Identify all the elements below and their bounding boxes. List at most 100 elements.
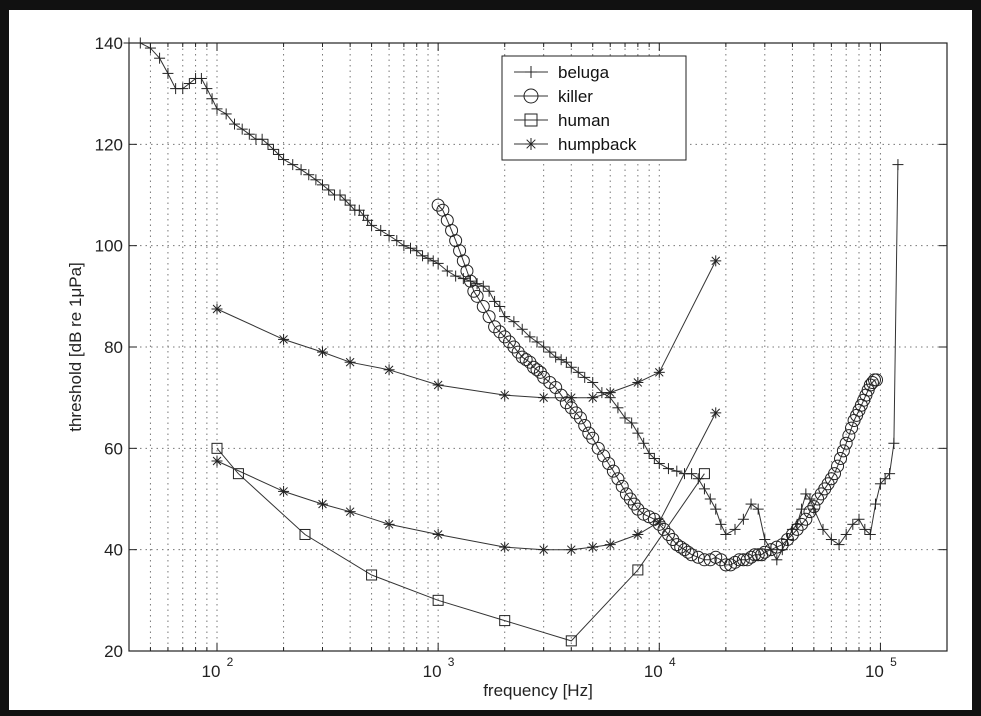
- plus-marker: [262, 138, 274, 150]
- circle-marker: [476, 299, 490, 313]
- star-marker: [565, 392, 577, 404]
- plus-marker: [211, 103, 223, 115]
- series-line: [129, 42, 899, 561]
- star-marker: [344, 356, 356, 368]
- plus-marker: [383, 230, 395, 242]
- x-tick-exponent: 4: [669, 655, 676, 669]
- star-marker: [604, 387, 616, 399]
- square-marker: [432, 594, 444, 606]
- plus-marker: [612, 402, 624, 414]
- plus-marker: [162, 67, 174, 79]
- plus-marker: [550, 351, 562, 363]
- legend-label: killer: [558, 87, 593, 106]
- y-tick-label: 120: [95, 135, 123, 154]
- circle-marker: [611, 472, 625, 486]
- star-marker: [587, 392, 599, 404]
- x-tick-exponent: 2: [227, 655, 234, 669]
- legend-label: beluga: [558, 63, 610, 82]
- y-tick-label: 40: [104, 541, 123, 560]
- circle-marker: [573, 411, 587, 425]
- plus-marker: [489, 295, 501, 307]
- plus-marker: [177, 83, 189, 95]
- star-marker: [211, 455, 223, 467]
- square-marker: [632, 564, 644, 576]
- circle-marker: [674, 540, 688, 554]
- series-extra-4: [211, 407, 722, 556]
- plus-marker: [471, 278, 483, 290]
- plus-marker: [752, 503, 764, 515]
- star-marker: [278, 333, 290, 345]
- plus-marker: [317, 179, 329, 191]
- plus-marker: [236, 123, 248, 135]
- circle-marker: [530, 363, 544, 377]
- y-tick-label: 80: [104, 338, 123, 357]
- plus-marker: [422, 252, 434, 264]
- plus-marker: [648, 452, 660, 464]
- plus-marker: [220, 108, 232, 120]
- circle-marker: [554, 388, 568, 402]
- circle-marker: [482, 310, 496, 324]
- plus-marker: [267, 143, 279, 155]
- circle-marker: [845, 421, 859, 435]
- plus-marker: [516, 323, 528, 335]
- star-marker: [317, 346, 329, 358]
- plus-marker: [864, 528, 876, 540]
- plus-marker: [565, 361, 577, 373]
- circle-marker: [728, 555, 742, 569]
- plus-marker: [366, 219, 378, 231]
- plus-marker: [531, 336, 543, 348]
- circle-marker: [834, 451, 848, 465]
- plus-marker: [229, 118, 241, 130]
- series-line: [216, 412, 717, 551]
- circle-marker: [578, 419, 592, 433]
- plus-marker: [525, 66, 537, 78]
- y-tick-label: 20: [104, 642, 123, 661]
- plus-marker: [632, 427, 644, 439]
- circle-marker: [799, 512, 813, 526]
- plus-marker: [720, 528, 732, 540]
- axis-ticks: 20 40 60 80 100 120 140 10 2 10 3 10 4 10 5: [95, 34, 947, 681]
- circle-marker: [470, 289, 484, 303]
- star-marker: [632, 528, 644, 540]
- circle-marker: [623, 492, 637, 506]
- circle-marker: [493, 325, 507, 339]
- circle-marker: [463, 274, 477, 288]
- plus-marker: [183, 78, 195, 90]
- circle-marker: [719, 558, 733, 572]
- square-marker: [366, 569, 378, 581]
- circle-marker: [839, 436, 853, 450]
- star-marker: [278, 485, 290, 497]
- legend: beluga killer human humpback: [501, 55, 687, 161]
- plus-marker: [334, 189, 346, 201]
- square-marker: [565, 635, 577, 647]
- series-human: [211, 442, 710, 647]
- circle-marker: [781, 533, 795, 547]
- circle-marker: [842, 429, 856, 443]
- plus-marker: [555, 354, 567, 366]
- plus-marker: [662, 463, 674, 475]
- circle-marker: [764, 543, 778, 557]
- circle-marker: [507, 340, 521, 354]
- circle-marker: [582, 426, 596, 440]
- legend-item: human: [514, 111, 610, 130]
- plus-marker: [441, 265, 453, 277]
- circle-marker: [790, 522, 804, 536]
- series-killer: [431, 198, 884, 572]
- plus-marker: [483, 285, 495, 297]
- plus-marker: [686, 468, 698, 480]
- circle-marker: [460, 264, 474, 278]
- series-humpback: [211, 255, 722, 404]
- star-marker: [710, 255, 722, 267]
- star-marker: [632, 376, 644, 388]
- x-tick-label: 10: [423, 662, 442, 681]
- circle-marker: [807, 500, 821, 514]
- circle-marker: [488, 320, 502, 334]
- plus-marker: [698, 483, 710, 495]
- circle-marker: [498, 330, 512, 344]
- plus-marker: [626, 417, 638, 429]
- plus-marker: [825, 534, 837, 546]
- star-marker: [604, 539, 616, 551]
- plus-marker: [833, 539, 845, 551]
- plus-marker: [287, 159, 299, 171]
- plus-marker: [295, 164, 307, 176]
